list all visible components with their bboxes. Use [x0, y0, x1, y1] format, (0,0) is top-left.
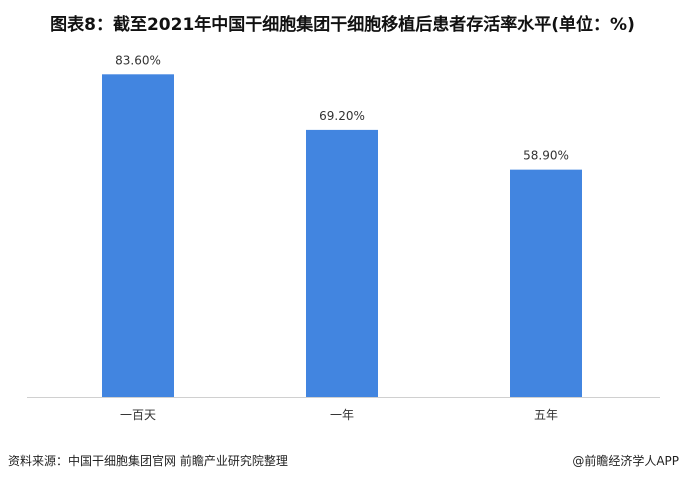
x-tick-label: 五年: [534, 408, 558, 422]
bar: [510, 169, 582, 397]
credit-note: @前瞻经济学人APP: [572, 454, 679, 468]
x-tick-label: 一年: [330, 408, 354, 422]
x-tick-label: 一百天: [120, 408, 156, 422]
data-label: 83.60%: [115, 53, 161, 67]
data-label: 58.90%: [523, 149, 569, 163]
chart-title: 图表8：截至2021年中国干细胞集团干细胞移植后患者存活率水平(单位：%): [50, 15, 635, 35]
bar: [102, 74, 174, 397]
bar-chart: 83.60% 一百天 69.20% 一年 58.90% 五年: [27, 53, 660, 422]
data-label: 69.20%: [319, 109, 365, 123]
bar: [306, 129, 378, 397]
source-note: 资料来源：中国干细胞集团官网 前瞻产业研究院整理: [8, 454, 288, 468]
